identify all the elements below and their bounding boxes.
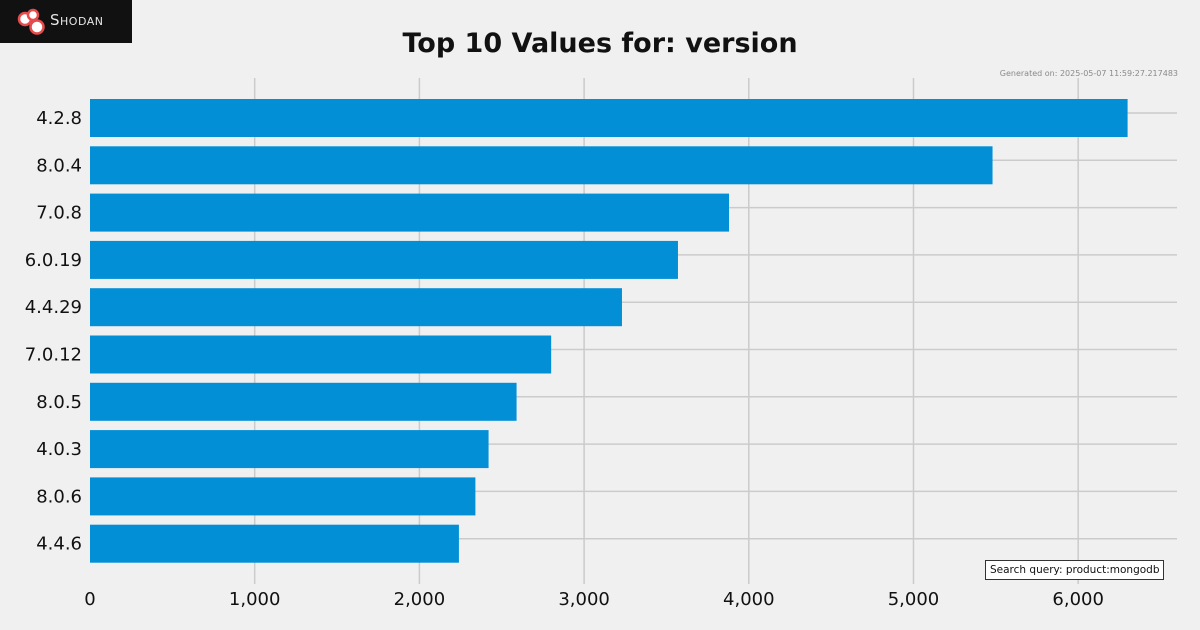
category-label: 4.4.29 <box>25 297 82 318</box>
bar <box>90 146 993 185</box>
generated-timestamp: Generated on: 2025-05-07 11:59:27.217483 <box>999 69 1178 78</box>
shodan-logo[interactable]: Shodan <box>0 0 132 43</box>
bar <box>90 240 678 279</box>
chart-title: Top 10 Values for: version <box>402 28 798 59</box>
x-tick-labels: 0 1,000 2,000 3,000 4,000 5,000 6,000 <box>84 589 1104 610</box>
x-tick-label: 2,000 <box>394 589 446 610</box>
bar <box>90 99 1128 137</box>
category-label: 7.0.12 <box>25 345 82 366</box>
search-query-box: Search query: product:mongodb <box>985 560 1165 580</box>
category-label: 4.4.6 <box>36 534 82 555</box>
shodan-logo-text: Shodan <box>50 11 104 29</box>
bar <box>90 430 489 469</box>
bars <box>90 99 1128 563</box>
category-labels: 4.2.8 8.0.4 7.0.8 6.0.19 4.4.29 7.0.12 8.0.5 4.… <box>25 108 82 555</box>
x-tick-label: 3,000 <box>558 589 610 610</box>
shodan-logo-icon <box>17 8 45 35</box>
category-label: 7.0.8 <box>36 203 82 224</box>
x-tick-label: 1,000 <box>229 589 281 610</box>
bar <box>90 477 476 516</box>
bar <box>90 288 622 327</box>
bar <box>90 193 730 232</box>
bar <box>90 382 517 421</box>
bar <box>90 524 459 563</box>
x-tick-label: 6,000 <box>1052 589 1104 610</box>
category-label: 6.0.19 <box>25 250 82 271</box>
x-tick-label: 0 <box>84 589 95 610</box>
bar <box>90 335 552 374</box>
x-tick-label: 5,000 <box>888 589 940 610</box>
category-label: 4.2.8 <box>36 108 82 129</box>
category-label: 8.0.6 <box>36 486 82 507</box>
category-label: 4.0.3 <box>36 439 82 460</box>
category-label: 8.0.4 <box>36 155 82 176</box>
category-label: 8.0.5 <box>36 392 82 413</box>
x-tick-label: 4,000 <box>723 589 775 610</box>
